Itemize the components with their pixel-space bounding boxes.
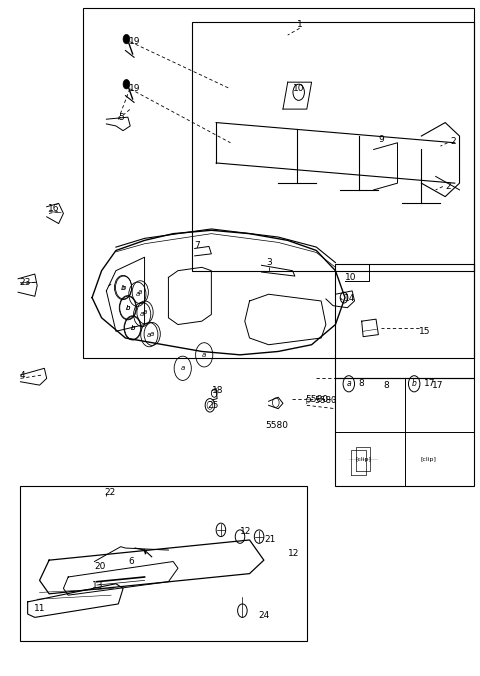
Text: 12: 12	[288, 549, 299, 558]
Circle shape	[123, 80, 130, 89]
Text: 10: 10	[345, 273, 357, 282]
Text: [clip]: [clip]	[420, 457, 436, 462]
Text: a: a	[138, 289, 143, 295]
Text: 8: 8	[383, 381, 389, 389]
Text: 10: 10	[292, 84, 304, 93]
Text: 14: 14	[344, 295, 355, 304]
Text: b: b	[412, 379, 417, 388]
Text: 21: 21	[264, 535, 275, 544]
Text: 17: 17	[432, 381, 444, 389]
Text: 5: 5	[118, 113, 123, 122]
Text: 11: 11	[34, 604, 45, 613]
Text: 19: 19	[129, 37, 141, 46]
Text: 6: 6	[129, 557, 134, 566]
Text: 7: 7	[195, 241, 201, 250]
Text: 3: 3	[266, 258, 272, 267]
Text: b: b	[126, 305, 130, 311]
Text: a: a	[140, 312, 144, 318]
Text: a: a	[180, 365, 185, 371]
Text: 4: 4	[20, 370, 25, 379]
Text: b: b	[126, 305, 130, 311]
Text: 18: 18	[212, 386, 224, 395]
Bar	[83, 8, 474, 358]
Text: 16: 16	[48, 204, 60, 213]
Text: b: b	[121, 285, 126, 291]
Text: 5580: 5580	[305, 395, 328, 404]
Text: 12: 12	[240, 527, 252, 536]
Text: 17: 17	[424, 379, 435, 388]
Text: 13: 13	[92, 581, 104, 590]
Text: a: a	[202, 352, 206, 358]
Text: b: b	[121, 285, 125, 291]
Text: 2: 2	[450, 137, 456, 146]
Text: 9: 9	[378, 135, 384, 144]
Circle shape	[123, 34, 130, 44]
Bar	[336, 264, 474, 379]
Text: a: a	[147, 332, 152, 337]
Text: b: b	[131, 325, 135, 331]
Text: a: a	[143, 310, 147, 316]
Text: 24: 24	[258, 611, 269, 620]
Text: a: a	[135, 291, 140, 297]
Bar	[336, 379, 474, 486]
Text: b: b	[131, 325, 135, 331]
Bar	[192, 22, 474, 270]
Text: 5580: 5580	[265, 421, 288, 430]
Text: 19: 19	[129, 84, 141, 93]
Text: 23: 23	[20, 278, 31, 287]
Text: 2: 2	[445, 182, 451, 191]
Text: 25: 25	[207, 401, 219, 410]
Text: 22: 22	[104, 488, 115, 498]
Text: a: a	[347, 379, 351, 388]
Text: ▷ 5580: ▷ 5580	[306, 395, 336, 404]
Text: 1: 1	[297, 20, 303, 30]
Bar	[21, 486, 307, 641]
Text: 8: 8	[359, 379, 364, 388]
Text: 20: 20	[95, 562, 106, 571]
Text: [clip]: [clip]	[355, 457, 371, 462]
Text: 15: 15	[419, 327, 431, 336]
Text: a: a	[150, 331, 154, 337]
